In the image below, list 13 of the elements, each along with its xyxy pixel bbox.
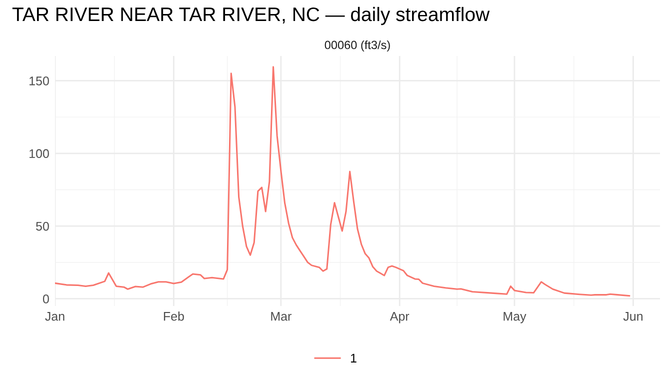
y-tick-label: 0 bbox=[42, 294, 49, 304]
x-tick-label: Mar bbox=[271, 312, 292, 321]
x-tick-label: Feb bbox=[164, 312, 184, 321]
x-tick-label: Jan bbox=[45, 312, 64, 321]
chart-title: TAR RIVER NEAR TAR RIVER, NC — daily streamflow bbox=[12, 6, 490, 26]
x-tick-label: May bbox=[504, 312, 526, 324]
y-tick-label: 150 bbox=[30, 76, 49, 86]
x-tick-label: Apr bbox=[390, 312, 410, 324]
y-tick-label: 100 bbox=[30, 149, 49, 158]
legend-label: 1 bbox=[350, 354, 356, 362]
chart-subtitle: 00060 (ft3/s) bbox=[324, 40, 390, 52]
y-tick-label: 50 bbox=[36, 222, 49, 231]
x-tick-label: Jun bbox=[623, 312, 642, 321]
